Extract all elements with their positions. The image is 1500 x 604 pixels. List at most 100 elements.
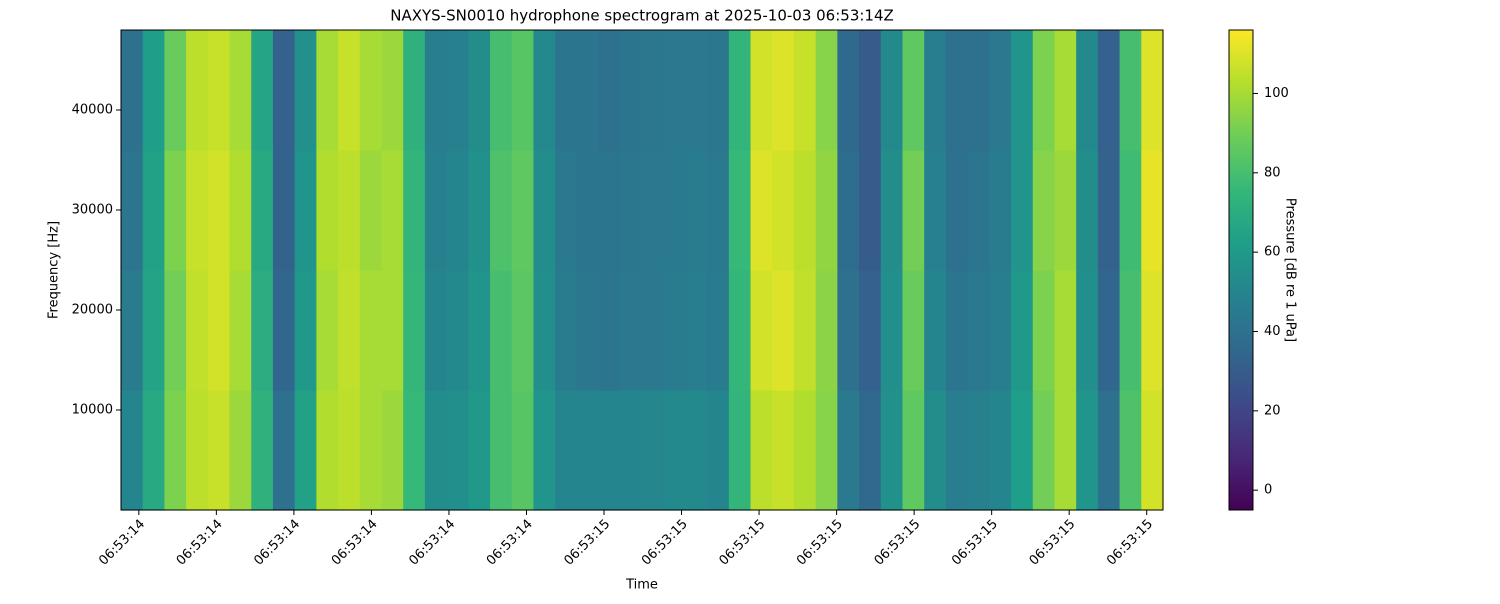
cell [359, 30, 383, 151]
colorbar [1228, 29, 1254, 511]
cell [1141, 30, 1164, 151]
cell [728, 30, 752, 151]
cell [750, 30, 773, 151]
cell [555, 270, 578, 391]
cell [1054, 150, 1077, 271]
cell [381, 390, 404, 511]
cell [424, 150, 448, 271]
cell [728, 270, 752, 391]
cell [490, 30, 513, 151]
cell [1032, 30, 1056, 151]
cell [468, 150, 491, 271]
cell [924, 30, 947, 151]
cell [642, 390, 665, 511]
cell [663, 270, 687, 391]
cell [707, 270, 730, 391]
cell [793, 150, 817, 271]
cell [728, 150, 752, 271]
cell [229, 390, 252, 511]
cell [1076, 30, 1099, 151]
cell [338, 150, 361, 271]
cell [468, 30, 491, 151]
cell [1076, 270, 1099, 391]
cell [663, 30, 687, 151]
cell [924, 150, 947, 271]
cell [446, 390, 469, 511]
cell [229, 270, 252, 391]
cell [750, 150, 773, 271]
cell [902, 270, 925, 391]
cell [403, 150, 426, 271]
cell [121, 150, 144, 271]
cell [815, 150, 838, 271]
cell [424, 30, 448, 151]
colorbar-tick-label: 40 [1264, 324, 1281, 339]
cell [837, 150, 860, 271]
cell [359, 150, 383, 271]
cell [446, 150, 469, 271]
chart-title: NAXYS-SN0010 hydrophone spectrogram at 2… [390, 7, 894, 25]
cell [1032, 270, 1056, 391]
cell [251, 150, 274, 271]
cell [750, 390, 773, 511]
cell [880, 390, 904, 511]
cell [880, 150, 904, 271]
cell [142, 30, 166, 151]
x-tick-label: 06:53:15 [1104, 517, 1156, 569]
cell [1032, 150, 1056, 271]
cell [1119, 30, 1142, 151]
cell [1097, 390, 1121, 511]
cell [403, 390, 426, 511]
cell [294, 270, 317, 391]
cell [1119, 390, 1142, 511]
cell [663, 150, 687, 271]
cell [359, 270, 383, 391]
cell [642, 270, 665, 391]
cell [272, 150, 296, 271]
cell [642, 150, 665, 271]
cell [598, 30, 621, 151]
cell [924, 390, 947, 511]
cell [142, 270, 166, 391]
cell [490, 150, 513, 271]
cell [555, 30, 578, 151]
cell [468, 390, 491, 511]
cell [859, 270, 882, 391]
x-tick-label: 06:53:15 [1027, 517, 1079, 569]
cell [1141, 150, 1164, 271]
cell [945, 30, 969, 151]
cell [945, 150, 969, 271]
cell [403, 30, 426, 151]
cell [446, 270, 469, 391]
cell [1054, 270, 1077, 391]
cell [186, 30, 209, 151]
cell [272, 390, 296, 511]
cell [316, 270, 339, 391]
cell [1141, 390, 1164, 511]
cell [598, 270, 621, 391]
colorbar-tick-label: 20 [1264, 403, 1281, 418]
x-axis-label: Time [625, 578, 658, 593]
colorbar-tick-label: 60 [1264, 245, 1281, 260]
cell [620, 270, 643, 391]
cell [576, 150, 600, 271]
cell [316, 390, 339, 511]
y-axis-label: Frequency [Hz] [47, 221, 62, 319]
cell [620, 150, 643, 271]
cell [967, 270, 990, 391]
cell [1076, 390, 1099, 511]
cell [967, 150, 990, 271]
cell [381, 150, 404, 271]
cell [533, 150, 556, 271]
cell [403, 270, 426, 391]
x-tick-label: 06:53:14 [174, 517, 226, 569]
cell [837, 270, 860, 391]
cell [620, 30, 643, 151]
cell [424, 390, 448, 511]
cell [533, 30, 556, 151]
cell [1011, 30, 1034, 151]
cell [837, 30, 860, 151]
cell [880, 30, 904, 151]
cell [598, 150, 621, 271]
